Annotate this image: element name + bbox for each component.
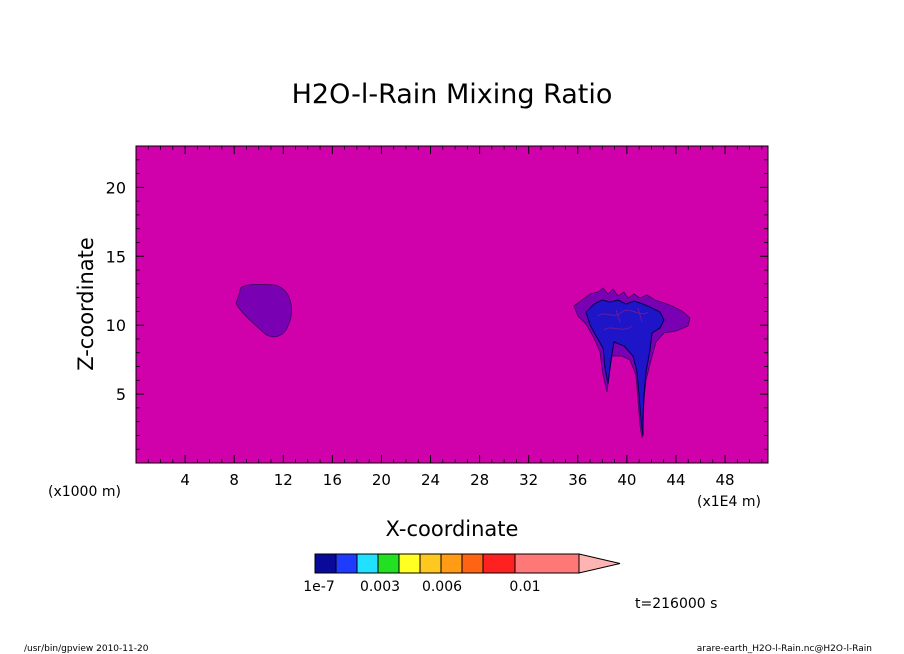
x-tick-label: 8 [229, 471, 239, 489]
y-tick-label: 5 [116, 385, 126, 404]
colorbar-segment [482, 553, 516, 574]
colorbar-segment [377, 553, 400, 574]
colorbar-tick-label: 0.006 [422, 579, 462, 595]
x-tick-label: 24 [421, 471, 440, 489]
y-tick-label: 15 [106, 247, 126, 266]
x-tick-label: 48 [716, 471, 735, 489]
colorbar-segment [514, 553, 580, 574]
footer-left: /usr/bin/gpview 2010-11-20 [24, 644, 149, 654]
x-tick-label: 28 [470, 471, 489, 489]
y-axis-ticks: 5 10 15 20 [106, 159, 768, 450]
colorbar-tick-label: 0.003 [360, 579, 400, 595]
colorbar-overflow-arrow [578, 553, 621, 574]
y-axis-label: Z-coordinate [74, 237, 98, 371]
colorbar [314, 553, 621, 574]
colorbar-segment [314, 553, 337, 574]
colorbar-segment [461, 553, 484, 574]
colorbar-tick-label: 0.01 [509, 579, 540, 595]
x-tick-label: 20 [372, 471, 391, 489]
x-unit-left: (x1000 m) [48, 484, 121, 500]
y-tick-label: 20 [106, 178, 126, 197]
x-tick-label: 16 [323, 471, 342, 489]
x-tick-label: 4 [180, 471, 190, 489]
colorbar-segment [335, 553, 358, 574]
x-axis-ticks: 4 8 12 16 20 24 28 32 36 40 44 48 [147, 146, 763, 489]
colorbar-segment [356, 553, 379, 574]
x-tick-label: 32 [519, 471, 538, 489]
x-axis-label: X-coordinate [386, 517, 519, 541]
colorbar-segment [419, 553, 442, 574]
x-tick-label: 40 [617, 471, 636, 489]
plot-background [135, 145, 769, 464]
contour-region-low [235, 284, 292, 338]
colorbar-segment [440, 553, 463, 574]
chart-title: H2O-l-Rain Mixing Ratio [292, 79, 613, 110]
colorbar-segment [398, 553, 421, 574]
colorbar-tick-label: 1e-7 [303, 579, 334, 595]
contour-region-cloud-core [585, 299, 665, 437]
time-label: t=216000 s [635, 596, 717, 612]
x-tick-label: 44 [666, 471, 685, 489]
x-tick-label: 12 [274, 471, 293, 489]
contour-line-detail [597, 307, 649, 331]
x-unit-right: (x1E4 m) [697, 494, 761, 510]
colorbar-labels: 1e-7 0.003 0.006 0.01 [303, 579, 540, 595]
y-tick-label: 10 [106, 316, 126, 335]
footer-right: arare-earth_H2O-l-Rain.nc@H2O-l-Rain [697, 644, 872, 654]
x-tick-label: 36 [568, 471, 587, 489]
